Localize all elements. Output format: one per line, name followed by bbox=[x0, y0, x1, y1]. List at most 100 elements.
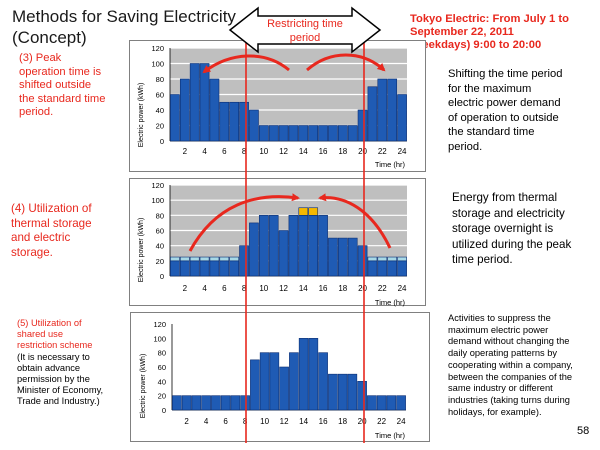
bar bbox=[367, 260, 378, 277]
x-tick-label: 8 bbox=[242, 147, 247, 156]
bar bbox=[377, 256, 388, 262]
x-tick-label: 16 bbox=[319, 417, 328, 426]
bar bbox=[318, 215, 328, 277]
x-tick-label: 20 bbox=[358, 417, 367, 426]
bar bbox=[170, 256, 180, 262]
bar bbox=[209, 78, 220, 142]
x-tick-label: 12 bbox=[279, 284, 288, 293]
bar bbox=[239, 245, 249, 277]
x-tick-label: 24 bbox=[398, 284, 407, 293]
bar bbox=[268, 125, 279, 142]
y-tick-label: 20 bbox=[158, 392, 166, 401]
method-3-label: (3) Peak operation time is shifted outsi… bbox=[19, 52, 129, 120]
y-tick-label: 120 bbox=[151, 44, 164, 53]
x-tick-label: 4 bbox=[202, 147, 207, 156]
x-tick-label: 10 bbox=[259, 147, 268, 156]
bar bbox=[219, 256, 230, 262]
shift-arrow-left bbox=[202, 54, 290, 74]
bar bbox=[367, 86, 378, 142]
y-tick-label: 40 bbox=[156, 106, 164, 115]
method-4-label: (4) Utilization of thermal storage and e… bbox=[11, 202, 126, 260]
bar bbox=[357, 381, 367, 411]
x-tick-label: 2 bbox=[183, 284, 188, 293]
bar bbox=[220, 395, 231, 411]
bar bbox=[229, 101, 240, 142]
bar bbox=[347, 237, 358, 277]
y-tick-label: 80 bbox=[156, 75, 164, 84]
bar bbox=[328, 125, 338, 142]
y-tick-label: 60 bbox=[156, 91, 164, 100]
x-tick-label: 2 bbox=[184, 417, 189, 426]
y-tick-label: 100 bbox=[151, 196, 164, 205]
y-tick-label: 60 bbox=[156, 227, 164, 236]
bar bbox=[229, 256, 240, 262]
bar bbox=[170, 260, 180, 277]
desc-line: industries (taking turns during bbox=[448, 394, 570, 405]
method-5-description: Activities to suppress the maximum elect… bbox=[448, 313, 598, 418]
bar bbox=[377, 260, 388, 277]
x-tick-label: 20 bbox=[358, 147, 367, 156]
bar bbox=[367, 395, 377, 411]
bar bbox=[189, 260, 200, 277]
bar bbox=[328, 237, 338, 277]
method-5-note-line: Trade and Industry.) bbox=[17, 396, 100, 407]
method-3-line: period. bbox=[19, 106, 54, 118]
y-tick-label: 20 bbox=[156, 122, 164, 131]
storage-arrow-left bbox=[188, 193, 300, 252]
x-tick-label: 12 bbox=[279, 147, 288, 156]
y-tick-label: 100 bbox=[151, 60, 164, 69]
method-5-note-line: (It is necessary to bbox=[17, 351, 90, 362]
page-number: 58 bbox=[577, 425, 590, 437]
bar bbox=[308, 215, 319, 277]
bar bbox=[397, 256, 407, 262]
tokyo-electric-note: Tokyo Electric: From July 1 to September… bbox=[410, 13, 569, 52]
method-4-line: and electric bbox=[11, 231, 71, 244]
bar bbox=[258, 125, 269, 142]
bar bbox=[347, 125, 358, 142]
method-3-line: operation time is bbox=[19, 65, 102, 78]
bar bbox=[219, 260, 230, 277]
bar bbox=[367, 256, 378, 262]
x-axis-label: Time (hr) bbox=[375, 160, 406, 169]
y-tick-label: 80 bbox=[156, 211, 164, 220]
bar bbox=[209, 256, 220, 262]
x-tick-label: 6 bbox=[223, 417, 228, 426]
y-tick-label: 120 bbox=[153, 320, 166, 329]
bar bbox=[377, 78, 388, 142]
y-tick-label: 80 bbox=[158, 349, 166, 358]
y-tick-label: 0 bbox=[160, 137, 164, 146]
desc-line: the standard time bbox=[448, 126, 535, 138]
bar bbox=[289, 352, 299, 411]
bar bbox=[308, 338, 319, 411]
restricting-label-line1: Restricting time bbox=[267, 18, 343, 30]
y-tick-label: 100 bbox=[153, 334, 166, 343]
desc-line: storage and electricity bbox=[452, 206, 565, 220]
x-axis-label: Time (hr) bbox=[375, 431, 406, 440]
desc-line: electric power demand bbox=[448, 97, 561, 109]
x-tick-label: 24 bbox=[397, 417, 406, 426]
x-tick-label: 10 bbox=[260, 417, 269, 426]
y-tick-label: 40 bbox=[158, 377, 166, 386]
bar bbox=[337, 373, 348, 411]
y-tick-label: 40 bbox=[156, 242, 164, 251]
x-axis-label: Time (hr) bbox=[375, 298, 406, 307]
bar bbox=[230, 395, 241, 411]
method-5-note-line: permission by the bbox=[17, 374, 90, 385]
storage-arrow-right bbox=[318, 193, 392, 249]
x-tick-label: 20 bbox=[358, 284, 367, 293]
x-tick-label: 14 bbox=[299, 147, 308, 156]
x-tick-label: 24 bbox=[398, 147, 407, 156]
x-tick-label: 8 bbox=[242, 284, 247, 293]
bar bbox=[308, 207, 319, 216]
bar bbox=[328, 373, 338, 411]
desc-line: maximum electric power bbox=[448, 324, 549, 335]
tokyo-note-line2: September 22, 2011 bbox=[410, 26, 514, 38]
bar bbox=[219, 101, 230, 142]
bar bbox=[199, 256, 210, 262]
bar bbox=[179, 260, 190, 277]
y-tick-label: 0 bbox=[162, 406, 166, 415]
x-tick-label: 22 bbox=[377, 417, 386, 426]
slide-title-line1: Methods for Saving Electricity bbox=[12, 7, 236, 26]
method-5-note-line: Minister of Economy, bbox=[17, 385, 104, 396]
bar bbox=[376, 395, 387, 411]
